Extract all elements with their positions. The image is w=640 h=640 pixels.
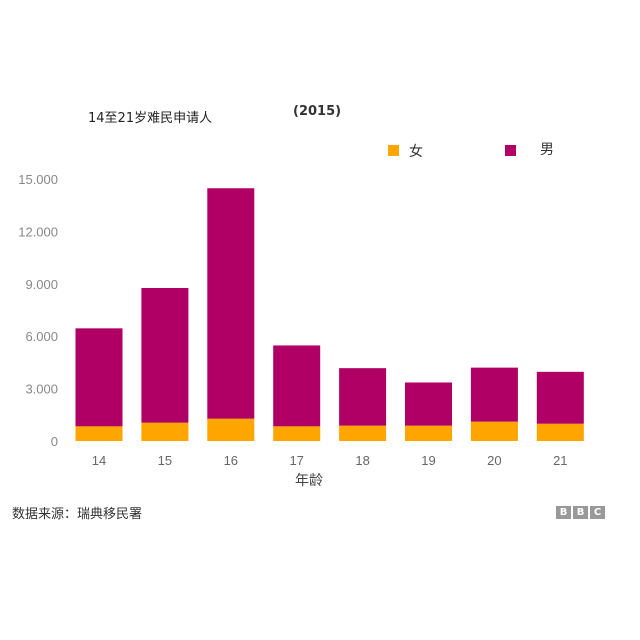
chart-title: 14至21岁难民申请人 bbox=[88, 111, 213, 126]
bar-female bbox=[470, 421, 518, 441]
chart-subtitle: (2015) bbox=[293, 104, 342, 119]
bar-female bbox=[273, 426, 321, 441]
x-tick-label: 21 bbox=[553, 453, 567, 468]
x-tick-label: 14 bbox=[92, 453, 106, 468]
bar-male bbox=[273, 345, 321, 427]
x-axis-label: 年龄 bbox=[295, 473, 323, 489]
bar-female bbox=[339, 425, 387, 441]
legend-swatch-female bbox=[388, 145, 399, 156]
logo-letter: B bbox=[573, 506, 588, 519]
logo-letter: C bbox=[590, 506, 605, 519]
legend-label-female: 女 bbox=[409, 144, 423, 160]
bbc-logo: B B C bbox=[556, 506, 605, 519]
bar-male bbox=[339, 368, 387, 426]
y-tick-label: 12.000 bbox=[18, 224, 58, 239]
y-tick-label: 9.000 bbox=[25, 277, 58, 292]
bar-male bbox=[470, 367, 518, 422]
bar-female bbox=[405, 425, 452, 441]
x-tick-label: 16 bbox=[224, 453, 238, 468]
y-tick-label: 15.000 bbox=[18, 172, 58, 187]
legend-label-male: 男 bbox=[540, 142, 554, 158]
bar-female bbox=[141, 422, 189, 441]
legend-swatch-male bbox=[505, 145, 516, 156]
logo-letter: B bbox=[556, 506, 571, 519]
bar-female bbox=[536, 423, 584, 441]
bar-male bbox=[405, 382, 452, 426]
bar-female bbox=[75, 426, 123, 441]
x-tick-label: 18 bbox=[355, 453, 369, 468]
source-note: 数据来源：瑞典移民署 bbox=[12, 507, 143, 522]
y-tick-label: 0 bbox=[51, 434, 58, 449]
bar-female bbox=[207, 418, 255, 441]
x-tick-label: 17 bbox=[289, 453, 303, 468]
x-tick-label: 15 bbox=[158, 453, 172, 468]
bar-male bbox=[141, 287, 189, 423]
bar-male bbox=[536, 371, 584, 424]
bar-male bbox=[207, 188, 255, 419]
y-tick-label: 3.000 bbox=[25, 382, 58, 397]
bar-male bbox=[75, 328, 123, 427]
y-tick-label: 6.000 bbox=[25, 329, 58, 344]
x-tick-label: 19 bbox=[421, 453, 435, 468]
x-tick-label: 20 bbox=[487, 453, 501, 468]
